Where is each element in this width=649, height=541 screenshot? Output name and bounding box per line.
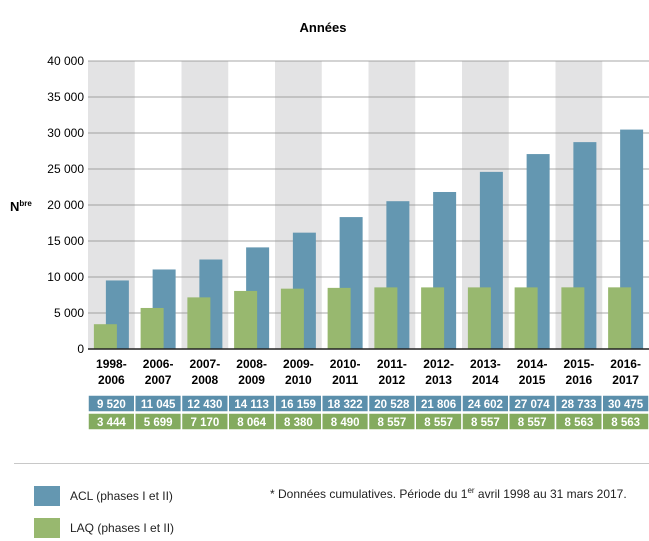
x-tick-label: 2012 — [379, 373, 406, 387]
x-tick-label: 2012- — [423, 357, 454, 371]
data-label: 8 064 — [237, 417, 266, 429]
x-tick-label: 2014 — [472, 373, 499, 387]
y-tick-label: 35 000 — [47, 90, 84, 104]
bar-laq — [608, 287, 632, 349]
x-tick-label: 1998- — [96, 357, 127, 371]
data-label: 9 520 — [97, 399, 126, 411]
x-tick-label: 2010 — [285, 373, 312, 387]
data-label: 20 528 — [374, 399, 410, 411]
bar-laq — [467, 287, 491, 349]
y-tick-label: 10 000 — [47, 270, 84, 284]
legend-separator — [14, 463, 649, 464]
x-tick-label: 2013- — [470, 357, 501, 371]
data-label: 11 045 — [141, 399, 176, 411]
x-tick-label: 2013 — [425, 373, 452, 387]
data-label: 14 113 — [234, 399, 269, 411]
x-tick-label: 2009- — [283, 357, 314, 371]
data-label: 8 563 — [611, 417, 640, 429]
bar-laq — [234, 290, 258, 349]
bar-laq — [327, 287, 351, 349]
x-tick-label: 2014- — [517, 357, 548, 371]
y-tick-label: 25 000 — [47, 162, 84, 176]
legend-swatch-laq — [34, 518, 60, 538]
x-tick-label: 2006 — [98, 373, 125, 387]
bar-laq — [280, 288, 304, 349]
bar-laq — [93, 324, 117, 349]
chart-title: Années — [300, 20, 347, 35]
x-tick-label: 2015 — [519, 373, 546, 387]
bar-laq — [561, 287, 585, 349]
x-tick-label: 2016 — [566, 373, 593, 387]
data-label: 3 444 — [97, 417, 126, 429]
legend-label-laq: LAQ (phases I et II) — [70, 521, 175, 535]
data-label: 5 699 — [144, 417, 173, 429]
data-label: 8 557 — [471, 417, 500, 429]
x-tick-label: 2007 — [145, 373, 172, 387]
x-tick-label: 2015- — [564, 357, 595, 371]
x-tick-label: 2008 — [192, 373, 219, 387]
footnote-sup: er — [467, 486, 475, 495]
x-tick-label: 2008- — [236, 357, 267, 371]
x-tick-label: 2011 — [332, 373, 358, 387]
footnote: * Données cumulatives. Période du 1er av… — [270, 486, 627, 501]
data-label: 7 170 — [190, 417, 219, 429]
data-label: 8 557 — [377, 417, 406, 429]
x-tick-label: 2011- — [377, 357, 407, 371]
data-label: 18 322 — [328, 399, 363, 411]
table-cell-bg — [601, 394, 649, 413]
y-tick-label: 40 000 — [47, 54, 84, 68]
bar-laq — [421, 287, 445, 349]
y-tick-label: 20 000 — [47, 198, 84, 212]
data-label: 27 074 — [515, 399, 551, 411]
data-label: 8 557 — [424, 417, 453, 429]
data-label: 16 159 — [281, 399, 316, 411]
y-tick-label: 5 000 — [54, 306, 84, 320]
legend-item-acl: ACL (phases I et II) — [34, 486, 173, 506]
y-axis-label: Nbre — [10, 199, 32, 214]
table-cell-bg — [601, 412, 649, 431]
y-tick-label: 0 — [77, 342, 84, 356]
x-tick-label: 2006- — [143, 357, 174, 371]
data-label: 24 602 — [468, 399, 503, 411]
x-tick-label: 2010- — [330, 357, 361, 371]
y-tick-label: 30 000 — [47, 126, 84, 140]
x-tick-label: 2017 — [612, 373, 639, 387]
y-tick-label: 15 000 — [47, 234, 84, 248]
data-label: 8 563 — [564, 417, 593, 429]
legend-item-laq: LAQ (phases I et II) — [34, 518, 174, 538]
legend-label-acl: ACL (phases I et II) — [70, 489, 173, 503]
data-label: 21 806 — [421, 399, 456, 411]
legend-swatch-acl — [34, 486, 60, 506]
chart: Années 0 5 000 10 000 15 000 20 000 25 000 30 0… — [10, 20, 649, 431]
bar-laq — [374, 287, 398, 349]
bar-laq — [140, 307, 164, 349]
bar-laq — [187, 297, 211, 349]
y-axis-label-sup: bre — [19, 199, 32, 208]
data-label: 30 475 — [608, 399, 644, 411]
x-tick-label: 2007- — [190, 357, 221, 371]
data-label: 12 430 — [187, 399, 222, 411]
data-label: 8 557 — [518, 417, 547, 429]
bar-laq — [514, 287, 538, 349]
x-tick-label: 2009 — [238, 373, 265, 387]
data-label: 8 490 — [331, 417, 360, 429]
x-tick-label: 2016- — [610, 357, 641, 371]
footnote-post: avril 1998 au 31 mars 2017. — [474, 487, 627, 501]
data-label: 8 380 — [284, 417, 313, 429]
footnote-pre: * Données cumulatives. Période du 1 — [270, 487, 468, 501]
data-label: 28 733 — [561, 399, 596, 411]
